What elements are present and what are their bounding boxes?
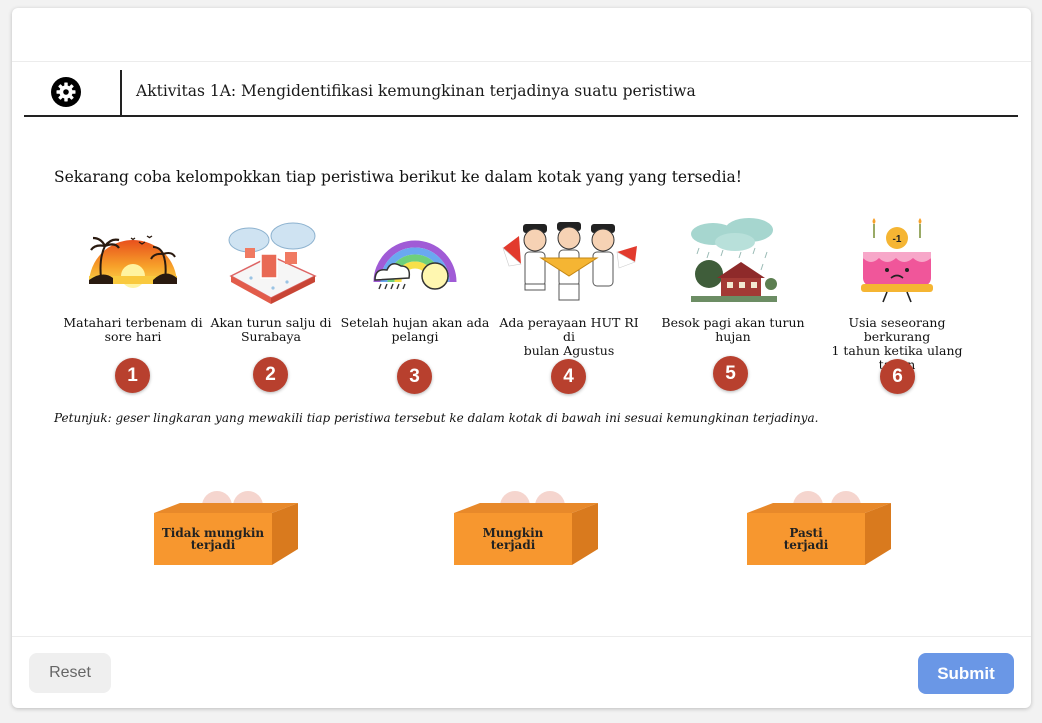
box-label: Mungkin terjadi bbox=[482, 526, 544, 552]
event-circle-1[interactable]: 1 bbox=[115, 358, 150, 393]
header-divider bbox=[120, 70, 122, 117]
rainbow-icon bbox=[373, 240, 457, 290]
sunset-icon bbox=[89, 235, 177, 288]
drop-box-possible[interactable]: Mungkin terjadi bbox=[454, 483, 604, 569]
activity-title: Aktivitas 1A: Mengidentifikasi kemungkin… bbox=[136, 82, 696, 100]
drop-box-certain[interactable]: Pasti terjadi bbox=[747, 483, 897, 569]
event-label: Besok pagi akan turun hujan bbox=[661, 315, 805, 344]
rain-house-icon bbox=[691, 218, 777, 302]
box-shape bbox=[747, 491, 891, 565]
reset-button[interactable]: Reset bbox=[29, 653, 111, 693]
box-shape bbox=[454, 491, 598, 565]
instruction-text: Sekarang coba kelompokkan tiap peristiwa… bbox=[54, 168, 742, 186]
footer-bar: Reset Submit bbox=[12, 636, 1031, 708]
svg-text:-1: -1 bbox=[893, 234, 902, 245]
activity-card: Aktivitas 1A: Mengidentifikasi kemungkin… bbox=[12, 8, 1031, 708]
box-label: Pasti terjadi bbox=[783, 526, 829, 552]
event-label: Setelah hujan akan ada pelangi bbox=[340, 315, 490, 344]
event-circle-4[interactable]: 4 bbox=[551, 359, 586, 394]
gear-icon bbox=[51, 77, 81, 107]
snowy-house-icon bbox=[228, 222, 317, 304]
hint-text: Petunjuk: geser lingkaran yang mewakili … bbox=[54, 411, 819, 425]
box-label: Tidak mungkin terjadi bbox=[161, 526, 265, 552]
birthday-cake-icon: -1 bbox=[861, 218, 933, 303]
event-label: Akan turun salju di Surabaya bbox=[210, 315, 332, 344]
event-label: Matahari terbenam di sore hari bbox=[63, 315, 203, 344]
event-circle-6[interactable]: 6 bbox=[880, 359, 915, 394]
drop-box-impossible[interactable]: Tidak mungkin terjadi bbox=[154, 483, 304, 569]
flag-ceremony-icon bbox=[502, 222, 637, 301]
submit-button[interactable]: Submit bbox=[918, 653, 1014, 694]
top-bar bbox=[12, 8, 1031, 62]
activity-header: Aktivitas 1A: Mengidentifikasi kemungkin… bbox=[24, 70, 1018, 117]
event-circle-2[interactable]: 2 bbox=[253, 357, 288, 392]
box-shape bbox=[154, 491, 298, 565]
event-label: Ada perayaan HUT RI di bulan Agustus bbox=[499, 315, 639, 358]
event-circle-5[interactable]: 5 bbox=[713, 356, 748, 391]
event-circle-3[interactable]: 3 bbox=[397, 359, 432, 394]
